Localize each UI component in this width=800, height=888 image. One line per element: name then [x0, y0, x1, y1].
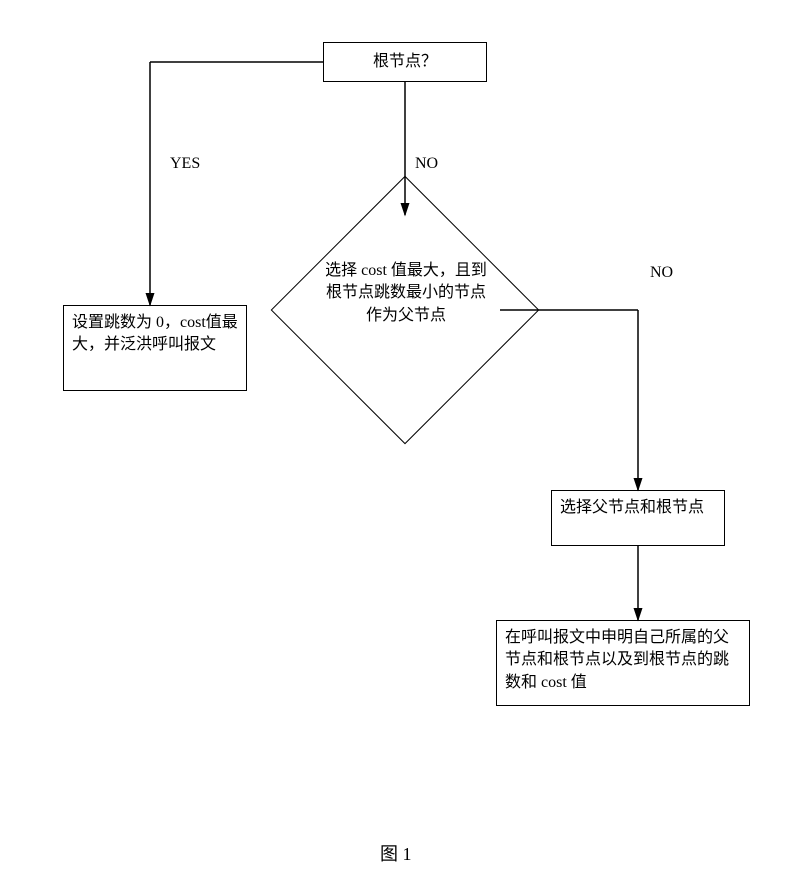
yes-action-node: 设置跳数为 0，cost值最大，并泛洪呼叫报文 [63, 305, 247, 391]
no-label-2: NO [650, 264, 673, 282]
yes-label: YES [170, 155, 200, 173]
decision-diamond-text-wrap: 选择 cost 值最大，且到根节点跳数最小的节点作为父节点 [320, 260, 492, 327]
yes-label-text: YES [170, 155, 200, 172]
decision-diamond-text: 选择 cost 值最大，且到根节点跳数最小的节点作为父节点 [325, 262, 487, 324]
no-label-1-text: NO [415, 155, 438, 172]
yes-action-text: 设置跳数为 0，cost值最大，并泛洪呼叫报文 [72, 314, 238, 353]
no-label-2-text: NO [650, 264, 673, 281]
final-action-node: 在呼叫报文中申明自己所属的父节点和根节点以及到根节点的跳数和 cost 值 [496, 620, 750, 706]
root-question-node: 根节点？ [323, 42, 487, 82]
select-parent-node: 选择父节点和根节点 [551, 490, 725, 546]
connector-lines [0, 0, 800, 888]
select-parent-text: 选择父节点和根节点 [560, 499, 704, 516]
figure-caption-text: 图 1 [380, 844, 412, 864]
figure-caption: 图 1 [380, 840, 412, 866]
no-label-1: NO [415, 155, 438, 173]
final-action-text: 在呼叫报文中申明自己所属的父节点和根节点以及到根节点的跳数和 cost 值 [505, 629, 729, 691]
root-question-text: 根节点？ [373, 53, 437, 70]
